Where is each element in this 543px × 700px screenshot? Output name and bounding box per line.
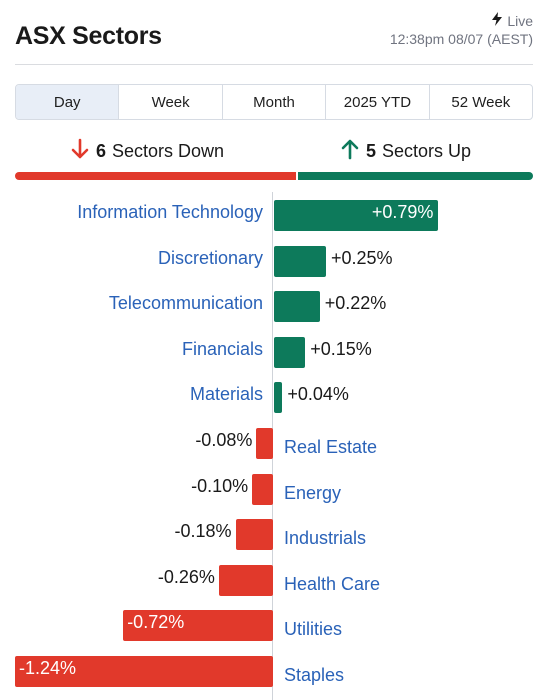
up-down-proportion-bar — [15, 172, 533, 180]
header: ASX Sectors Live 12:38pm 08/07 (AEST) — [15, 10, 533, 55]
lightning-bolt-icon — [491, 12, 503, 29]
sector-bar-utilities — [123, 610, 273, 641]
proportion-down-segment — [15, 172, 297, 180]
page-title: ASX Sectors — [15, 22, 162, 50]
sector-row-financials: +0.15% Financials — [0, 337, 543, 371]
sector-value-real-estate: -0.08% — [195, 430, 253, 450]
sector-link-telecommunication[interactable]: Telecommunication — [108, 293, 263, 313]
sector-value-information-technology: +0.79% — [371, 202, 434, 222]
sector-bar-staples — [15, 656, 273, 687]
sector-row-information-technology: +0.79% Information Technology — [0, 200, 543, 234]
sectors-up-count: 5 — [366, 141, 377, 161]
arrow-up-icon — [340, 138, 360, 165]
sector-value-industrials: -0.18% — [174, 521, 232, 541]
tab-day[interactable]: Day — [16, 85, 119, 119]
sector-value-discretionary: +0.25% — [331, 248, 393, 268]
sector-bar-industrials — [235, 519, 273, 550]
tab-week[interactable]: Week — [118, 85, 221, 119]
sectors-up-label: Sectors Up — [382, 141, 472, 161]
sector-link-real-estate[interactable]: Real Estate — [284, 437, 378, 457]
sector-row-telecommunication: +0.22% Telecommunication — [0, 291, 543, 325]
sector-link-discretionary[interactable]: Discretionary — [157, 248, 263, 268]
sector-bar-chart: +0.79% Information Technology +0.25% Discre… — [0, 192, 543, 700]
sector-summary: 6 Sectors Down 5 Sectors Up — [15, 136, 533, 164]
sector-link-energy[interactable]: Energy — [284, 483, 342, 503]
sector-value-materials: +0.04% — [287, 384, 349, 404]
sector-row-materials: +0.04% Materials — [0, 382, 543, 416]
sector-link-health-care[interactable]: Health Care — [284, 574, 381, 594]
sector-bar-real-estate — [256, 428, 273, 459]
sectors-down-count: 6 — [96, 141, 107, 161]
sector-row-utilities: -0.72% Utilities — [0, 610, 543, 644]
sector-bar-information-technology — [274, 200, 439, 231]
sector-bar-materials — [274, 382, 283, 413]
sector-row-energy: -0.10% Energy — [0, 474, 543, 508]
sector-bar-health-care — [218, 565, 273, 596]
sector-value-energy: -0.10% — [191, 476, 249, 496]
sector-row-industrials: -0.18% Industrials — [0, 519, 543, 553]
sector-bar-telecommunication — [274, 291, 320, 322]
tab-month[interactable]: Month — [221, 85, 325, 119]
sectors-down-summary: 6 Sectors Down — [70, 138, 224, 165]
sector-value-financials: +0.15% — [310, 339, 372, 359]
sector-row-health-care: -0.26% Health Care — [0, 565, 543, 599]
sector-value-utilities: -0.72% — [127, 612, 185, 632]
sector-link-industrials[interactable]: Industrials — [284, 528, 367, 548]
sector-row-real-estate: -0.08% Real Estate — [0, 428, 543, 462]
period-tabs: Day Week Month 2025 YTD 52 Week — [15, 84, 533, 120]
sector-link-financials[interactable]: Financials — [181, 339, 263, 359]
timestamp: 12:38pm 08/07 (AEST) — [389, 31, 533, 47]
sector-value-telecommunication: +0.22% — [324, 293, 387, 313]
sector-value-staples: -1.24% — [19, 658, 77, 678]
live-label: Live — [507, 12, 533, 29]
sector-bar-energy — [252, 474, 273, 505]
sector-value-health-care: -0.26% — [157, 567, 215, 587]
proportion-up-segment — [298, 172, 533, 180]
sector-link-information-technology[interactable]: Information Technology — [77, 202, 263, 222]
sectors-up-summary: 5 Sectors Up — [340, 138, 471, 165]
sectors-down-label: Sectors Down — [112, 141, 225, 161]
sector-link-materials[interactable]: Materials — [189, 384, 263, 404]
sector-link-staples[interactable]: Staples — [284, 665, 345, 685]
arrow-down-icon — [70, 138, 90, 165]
sector-link-utilities[interactable]: Utilities — [284, 619, 343, 639]
tab-52-week[interactable]: 52 Week — [428, 85, 532, 119]
sector-bar-discretionary — [274, 246, 327, 277]
tab-ytd[interactable]: 2025 YTD — [325, 85, 428, 119]
header-divider — [15, 64, 533, 65]
live-indicator: Live — [491, 12, 533, 29]
sector-row-discretionary: +0.25% Discretionary — [0, 246, 543, 280]
sector-row-staples: -1.24% Staples — [0, 656, 543, 690]
sector-bar-financials — [274, 337, 306, 368]
